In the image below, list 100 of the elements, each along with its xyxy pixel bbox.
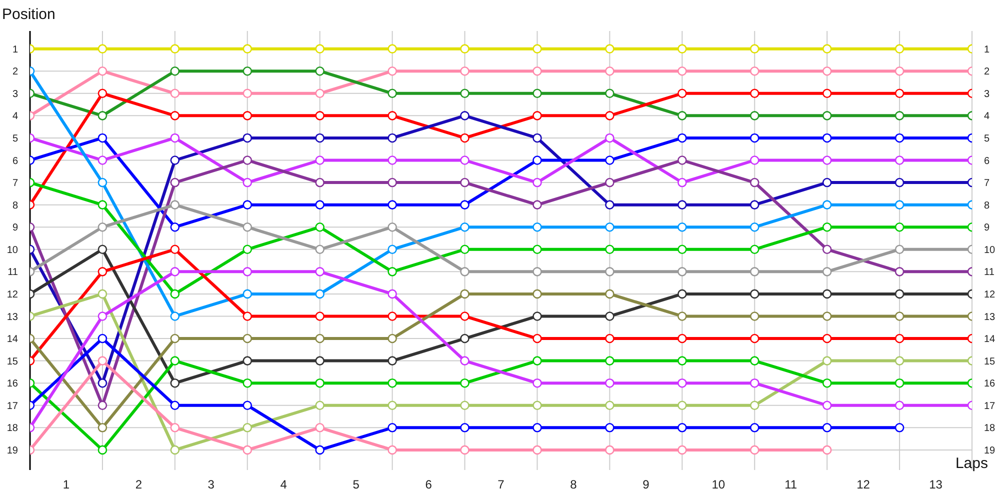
point bbox=[315, 334, 324, 344]
point bbox=[242, 133, 252, 143]
point bbox=[460, 445, 470, 455]
point bbox=[678, 66, 687, 76]
point bbox=[605, 178, 614, 188]
y2-tick-label: 1 bbox=[984, 44, 990, 56]
point bbox=[894, 156, 904, 165]
point bbox=[532, 133, 542, 143]
point bbox=[822, 44, 832, 54]
point bbox=[170, 88, 180, 98]
x-tick-label: 4 bbox=[280, 478, 288, 492]
point bbox=[750, 44, 760, 54]
x-tick-label: 7 bbox=[498, 478, 505, 492]
y-tick-label: 11 bbox=[8, 267, 18, 278]
point bbox=[242, 222, 252, 232]
point bbox=[315, 267, 324, 276]
point bbox=[98, 222, 108, 232]
point bbox=[388, 111, 397, 120]
point bbox=[460, 44, 470, 54]
y2-tick-label: 13 bbox=[984, 312, 996, 323]
y-tick-label: 15 bbox=[6, 356, 18, 368]
point bbox=[98, 178, 108, 188]
point bbox=[822, 244, 832, 254]
point bbox=[98, 66, 108, 76]
point bbox=[315, 66, 324, 76]
point bbox=[894, 222, 904, 232]
y2-tick-label: 16 bbox=[984, 378, 996, 390]
point bbox=[894, 423, 904, 432]
point bbox=[170, 423, 180, 432]
point bbox=[460, 88, 470, 98]
point bbox=[822, 222, 832, 232]
point bbox=[315, 88, 324, 98]
point bbox=[170, 378, 180, 388]
point bbox=[170, 222, 180, 232]
point bbox=[242, 289, 252, 299]
point bbox=[822, 111, 832, 120]
point bbox=[822, 200, 832, 210]
point bbox=[532, 156, 542, 165]
point bbox=[388, 222, 397, 232]
point bbox=[315, 356, 324, 366]
point bbox=[532, 334, 542, 344]
point bbox=[170, 133, 180, 143]
point bbox=[750, 356, 760, 366]
point bbox=[605, 378, 614, 388]
point bbox=[894, 66, 904, 76]
point bbox=[750, 156, 760, 165]
point bbox=[750, 378, 760, 388]
point bbox=[315, 200, 324, 210]
point bbox=[532, 312, 542, 321]
point bbox=[98, 156, 108, 165]
y-tick-label: 2 bbox=[12, 66, 18, 78]
point bbox=[750, 400, 760, 410]
point bbox=[98, 400, 108, 410]
x-axis-title: Laps bbox=[955, 455, 988, 472]
point bbox=[388, 66, 397, 76]
point bbox=[388, 312, 397, 321]
point bbox=[532, 378, 542, 388]
point bbox=[242, 267, 252, 276]
point bbox=[98, 244, 108, 254]
point bbox=[460, 244, 470, 254]
point bbox=[678, 44, 687, 54]
point bbox=[894, 133, 904, 143]
point bbox=[894, 356, 904, 366]
point bbox=[388, 178, 397, 188]
point bbox=[605, 44, 614, 54]
point bbox=[678, 222, 687, 232]
x-tick-label: 10 bbox=[712, 478, 726, 492]
point bbox=[315, 312, 324, 321]
y-tick-label: 19 bbox=[6, 445, 18, 456]
point bbox=[532, 244, 542, 254]
point bbox=[532, 178, 542, 188]
point bbox=[315, 156, 324, 165]
point bbox=[242, 111, 252, 120]
y-tick-label: 16 bbox=[6, 378, 18, 390]
point bbox=[822, 445, 832, 455]
point bbox=[605, 334, 614, 344]
y2-tick-label: 8 bbox=[984, 200, 990, 212]
point bbox=[822, 289, 832, 299]
point bbox=[242, 423, 252, 432]
x-tick-label: 2 bbox=[135, 478, 142, 492]
point bbox=[98, 200, 108, 210]
point bbox=[678, 133, 687, 143]
point bbox=[388, 334, 397, 344]
point bbox=[170, 178, 180, 188]
point bbox=[388, 267, 397, 276]
point bbox=[315, 178, 324, 188]
point bbox=[460, 66, 470, 76]
point bbox=[98, 356, 108, 366]
y-tick-label: 9 bbox=[12, 222, 18, 234]
point bbox=[388, 289, 397, 299]
point bbox=[170, 111, 180, 120]
point bbox=[532, 111, 542, 120]
x-tick-label: 13 bbox=[929, 478, 943, 492]
point bbox=[170, 244, 180, 254]
point bbox=[98, 111, 108, 120]
point bbox=[315, 423, 324, 432]
point bbox=[315, 289, 324, 299]
point bbox=[750, 88, 760, 98]
point bbox=[750, 133, 760, 143]
point bbox=[532, 222, 542, 232]
